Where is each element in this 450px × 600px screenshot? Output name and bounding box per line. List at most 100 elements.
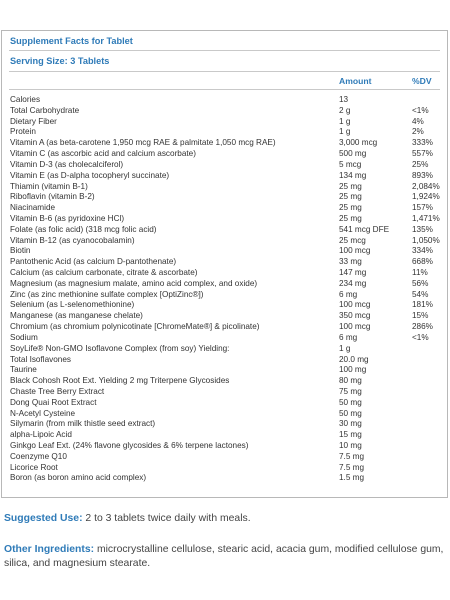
table-row: Sodium 6 mg <1%: [2, 333, 447, 344]
nutrient-name: Selenium (as L-selenomethionine): [10, 300, 135, 310]
nutrient-name: Riboflavin (vitamin B-2): [10, 192, 95, 202]
nutrient-name: Chromium (as chromium polynicotinate [Ch…: [10, 322, 260, 332]
panel-title: Supplement Facts for Tablet: [10, 36, 133, 46]
nutrient-amount: 7.5 mg: [339, 462, 365, 472]
nutrient-amount: 5 mcg: [339, 159, 362, 169]
nutrient-name: Calcium (as calcium carbonate, citrate &…: [10, 268, 198, 277]
header-divider: [9, 89, 440, 90]
table-row: Coenzyme Q10 7.5 mg: [2, 452, 447, 463]
nutrient-name: Boron (as boron amino acid complex): [10, 473, 147, 483]
nutrient-amount: 25 mg: [339, 181, 362, 191]
nutrient-amount: 1.5 mg: [339, 473, 365, 483]
nutrient-amount: 100 mg: [339, 365, 367, 375]
nutrient-name: Dietary Fiber: [10, 116, 57, 126]
nutrient-dv: 1,471%: [412, 213, 440, 223]
suggested-use: Suggested Use: 2 to 3 tablets twice dail…: [4, 512, 444, 526]
nutrient-dv: 557%: [412, 149, 433, 159]
nutrient-amount: 25 mcg: [339, 235, 366, 245]
table-row: Total Carbohydrate 2 g <1%: [2, 106, 447, 117]
nutrient-name: N-Acetyl Cysteine: [10, 408, 76, 418]
table-row: Magnesium (as magnesium malate, amino ac…: [2, 279, 447, 290]
table-row: Vitamin B-12 (as cyanocobalamin) 25 mcg 1,…: [2, 236, 447, 247]
table-row: Ginkgo Leaf Ext. (24% flavone glycosides…: [2, 441, 447, 452]
table-row: Vitamin C (as ascorbic acid and calcium …: [2, 149, 447, 160]
table-row: Biotin 100 mcg 334%: [2, 246, 447, 257]
nutrient-name: Chaste Tree Berry Extract: [10, 386, 105, 396]
nutrient-name: Manganese (as manganese chelate): [10, 311, 143, 321]
table-row: Vitamin B-6 (as pyridoxine HCl) 25 mg 1,47…: [2, 214, 447, 225]
nutrient-name: Total Isoflavones: [10, 354, 71, 364]
nutrient-amount: 7.5 mg: [339, 451, 365, 461]
table-row: Protein 1 g 2%: [2, 127, 447, 138]
table-row: Dietary Fiber 1 g 4%: [2, 117, 447, 128]
table-row: Total Isoflavones 20.0 mg: [2, 355, 447, 366]
nutrient-amount: 25 mg: [339, 213, 362, 223]
nutrient-name: Dong Quai Root Extract: [10, 397, 97, 407]
table-row: Chromium (as chromium polynicotinate [Ch…: [2, 322, 447, 333]
table-row: Riboflavin (vitamin B-2) 25 mg 1,924%: [2, 192, 447, 203]
nutrient-dv: <1%: [412, 332, 429, 342]
other-ingredients: Other Ingredients: microcrystalline cell…: [4, 543, 450, 570]
nutrient-amount: 50 mg: [339, 397, 362, 407]
nutrient-dv: 157%: [412, 203, 433, 213]
table-row: Silymarin (from milk thistle seed extrac…: [2, 419, 447, 430]
nutrient-amount: 1 g: [339, 116, 351, 126]
nutrient-amount: 350 mcg: [339, 311, 371, 321]
nutrient-name: Protein: [10, 127, 36, 137]
nutrient-dv: 4%: [412, 116, 424, 126]
nutrient-dv: 181%: [412, 300, 433, 310]
nutrient-amount: 25 mg: [339, 192, 362, 202]
dv-column-header: %DV: [412, 76, 432, 86]
nutrient-name: Thiamin (vitamin B-1): [10, 181, 88, 191]
table-row: Dong Quai Root Extract 50 mg: [2, 398, 447, 409]
nutrient-name: Licorice Root: [10, 462, 58, 472]
amount-column-header: Amount: [339, 76, 372, 86]
table-row: alpha-Lipoic Acid 15 mg: [2, 430, 447, 441]
nutrient-name: Total Carbohydrate: [10, 105, 80, 115]
nutrient-name: Vitamin B-6 (as pyridoxine HCl): [10, 213, 125, 223]
nutrient-amount: 75 mg: [339, 386, 362, 396]
nutrient-amount: 50 mg: [339, 408, 362, 418]
serving-size: Serving Size: 3 Tablets: [10, 56, 110, 66]
nutrient-amount: 100 mcg: [339, 322, 371, 332]
nutrient-dv: <1%: [412, 105, 429, 115]
nutrient-amount: 10 mg: [339, 441, 362, 450]
nutrient-name: Vitamin D-3 (as cholecalciferol): [10, 159, 124, 169]
nutrient-dv: 56%: [412, 278, 429, 288]
title-divider: [9, 50, 440, 51]
nutrient-dv: 333%: [412, 138, 433, 148]
nutrient-dv: 11%: [412, 268, 428, 277]
other-ingredients-text: microcrystalline cellulose, stearic acid…: [4, 544, 444, 569]
nutrient-dv: 334%: [412, 246, 433, 256]
nutrient-dv: 15%: [412, 311, 429, 321]
nutrient-dv: 1,050%: [412, 235, 440, 245]
table-row: Thiamin (vitamin B-1) 25 mg 2,084%: [2, 182, 447, 193]
nutrient-name: Taurine: [10, 365, 37, 375]
nutrient-name: Black Cohosh Root Ext. Yielding 2 mg Tri…: [10, 376, 230, 386]
nutrient-name: Pantothenic Acid (as calcium D-pantothen…: [10, 257, 177, 267]
nutrient-amount: 134 mg: [339, 170, 367, 180]
suggested-use-label: Suggested Use:: [4, 513, 83, 524]
nutrient-name: Biotin: [10, 246, 31, 256]
nutrient-dv: 668%: [412, 257, 433, 267]
table-row: Calories 13: [2, 95, 447, 106]
nutrient-amount: 30 mg: [339, 419, 362, 429]
table-row: Vitamin A (as beta-carotene 1,950 mcg RA…: [2, 138, 447, 149]
serving-divider: [9, 71, 440, 72]
nutrient-rows: Calories 13 Total Carbohydrate 2 g <1% Dietar…: [2, 95, 447, 484]
nutrient-amount: 2 g: [339, 105, 351, 115]
nutrient-name: Vitamin B-12 (as cyanocobalamin): [10, 235, 135, 245]
nutrient-name: Vitamin A (as beta-carotene 1,950 mcg RA…: [10, 138, 276, 148]
table-row: Black Cohosh Root Ext. Yielding 2 mg Tri…: [2, 376, 447, 387]
nutrient-name: Vitamin C (as ascorbic acid and calcium …: [10, 149, 196, 159]
table-row: Chaste Tree Berry Extract 75 mg: [2, 387, 447, 398]
nutrient-name: Coenzyme Q10: [10, 451, 67, 461]
nutrient-name: Folate (as folic acid) (318 mcg folic ac…: [10, 224, 157, 234]
table-row: Vitamin D-3 (as cholecalciferol) 5 mcg 25%: [2, 160, 447, 171]
table-row: Vitamin E (as D-alpha tocopheryl succina…: [2, 171, 447, 182]
nutrient-dv: 54%: [412, 289, 429, 299]
nutrient-name: Silymarin (from milk thistle seed extrac…: [10, 419, 156, 429]
nutrient-amount: 6 mg: [339, 332, 358, 342]
nutrient-dv: 2%: [412, 127, 424, 137]
nutrient-name: Sodium: [10, 332, 38, 342]
